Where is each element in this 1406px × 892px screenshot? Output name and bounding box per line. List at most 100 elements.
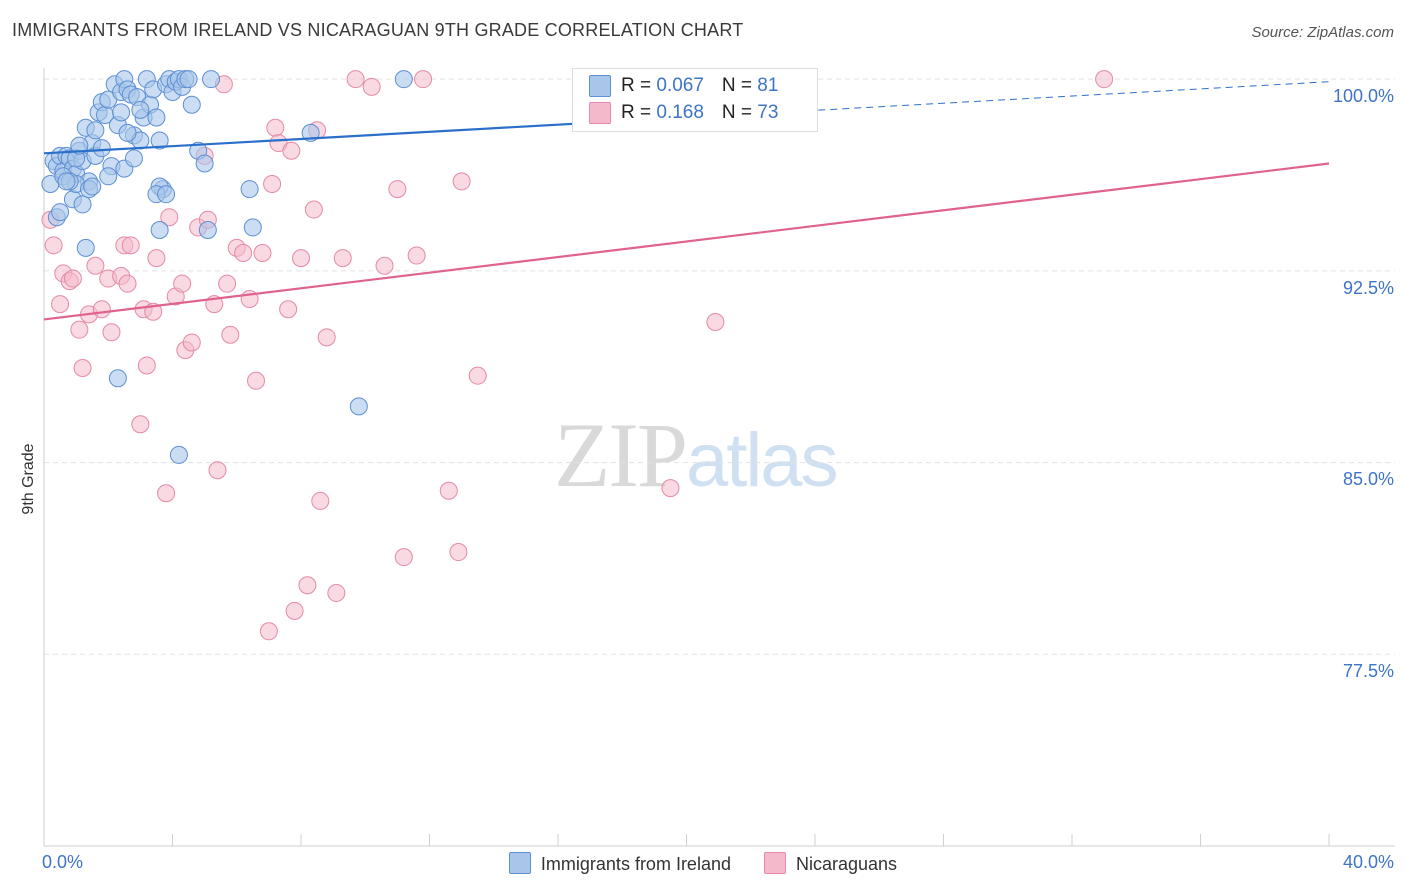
nicaraguans-point-9 [86, 256, 105, 275]
nicaraguans-point-53 [317, 328, 336, 347]
ireland-point-80 [124, 149, 143, 168]
ireland-point-58 [150, 220, 169, 239]
legend-item-nicaraguans[interactable]: Nicaraguans [764, 852, 897, 875]
nicaraguans-point-27 [182, 333, 201, 352]
y-axis-label: 9th Grade [20, 443, 37, 515]
nicaraguans-point-59 [388, 180, 407, 199]
ireland-point-77 [57, 172, 76, 191]
ireland-point-67 [51, 203, 70, 222]
nicaraguans-point-69 [706, 313, 725, 331]
ireland-point-76 [86, 121, 105, 140]
nicaraguans-point-57 [362, 77, 381, 96]
nicaraguans-point-39 [247, 371, 266, 390]
nicaraguans-point-72 [1095, 70, 1114, 89]
nicaraguans-trendline [43, 162, 1330, 321]
nicaraguans-point-37 [234, 243, 253, 262]
ireland-point-62 [169, 445, 188, 464]
ireland-point-69 [99, 167, 118, 186]
ireland-point-56 [240, 180, 259, 199]
y-tick-label-92-5: 92.5% [1342, 278, 1394, 298]
nicaraguans-point-41 [259, 622, 278, 641]
nicaraguans-point-68 [661, 479, 680, 498]
x-tick-label-max: 40.0% [1342, 852, 1394, 872]
legend-ireland-label: Immigrants from Ireland [540, 854, 731, 874]
ireland-point-74 [131, 100, 150, 119]
legend-item-ireland[interactable]: Immigrants from Ireland [508, 852, 731, 875]
stats-legend-row-ireland: R = 0.067 N = 81 [589, 75, 778, 99]
ireland-r-label: R = [621, 75, 657, 97]
nicaraguans-point-55 [333, 249, 352, 268]
nicaraguans-point-46 [282, 141, 301, 160]
ireland-point-42 [179, 70, 198, 89]
ireland-point-59 [198, 220, 217, 239]
nicaraguans-point-21 [147, 249, 166, 268]
nicaraguans-point-47 [285, 601, 304, 620]
ireland-r-value: 0.067 [656, 75, 704, 97]
ireland-point-33 [150, 131, 169, 150]
ireland-point-43 [182, 95, 201, 114]
ireland-swatch [589, 75, 611, 97]
nicaraguans-point-12 [102, 323, 121, 342]
nicaraguans-r-value: 0.168 [656, 102, 704, 124]
ireland-point-51 [73, 195, 92, 214]
ireland-point-32 [147, 108, 166, 127]
y-tick-label-85: 85.0% [1342, 469, 1394, 489]
legend-ireland-swatch [508, 852, 531, 874]
nicaraguans-point-40 [253, 243, 272, 262]
nicaraguans-point-15 [118, 274, 137, 293]
watermark-atlas: atlas [686, 418, 839, 503]
ireland-point-57 [243, 218, 262, 237]
nicaraguans-point-60 [394, 548, 413, 567]
nicaraguans-point-45 [279, 300, 298, 319]
nicaraguans-swatch [589, 102, 611, 124]
ireland-point-72 [92, 139, 111, 158]
nicaraguans-point-49 [298, 576, 317, 595]
source-label: Source: ZipAtlas.com [1251, 24, 1394, 41]
nicaraguans-point-10 [92, 300, 111, 319]
stats-legend: R = 0.067 N = 81 R = 0.168 N = 73 [572, 68, 818, 132]
nicaraguans-point-25 [173, 274, 192, 293]
nicaraguans-point-35 [221, 325, 240, 344]
nicaraguans-point-1 [44, 236, 63, 255]
nicaraguans-point-42 [263, 174, 282, 193]
ireland-point-73 [118, 123, 137, 142]
chart-title: IMMIGRANTS FROM IRELAND VS NICARAGUAN 9T… [12, 20, 744, 40]
nicaraguans-point-19 [137, 356, 156, 375]
nicaraguans-point-52 [311, 491, 330, 510]
nicaraguans-point-61 [407, 246, 426, 265]
nicaraguans-point-58 [375, 256, 394, 275]
ireland-point-78 [70, 136, 89, 155]
legend-nicaraguans-swatch [764, 852, 786, 874]
legend-nicaraguans-label: Nicaraguans [796, 854, 898, 874]
ireland-point-45 [195, 154, 214, 173]
nicaraguans-point-5 [63, 269, 82, 288]
ireland-point-79 [83, 177, 102, 196]
nicaraguans-point-17 [131, 415, 150, 434]
nicaraguans-point-2 [51, 295, 70, 314]
nicaraguans-point-43 [266, 118, 285, 137]
nicaraguans-point-22 [157, 484, 176, 503]
nicaraguans-n-label: N = [721, 102, 758, 124]
nicaraguans-point-6 [70, 320, 89, 339]
nicaraguans-point-62 [414, 70, 433, 89]
y-tick-label-100: 100.0% [1332, 86, 1394, 106]
nicaraguans-r-label: R = [621, 102, 657, 124]
ireland-point-55 [157, 185, 176, 204]
ireland-point-63 [349, 397, 368, 416]
nicaraguans-point-34 [218, 274, 237, 293]
x-tick-label-min: 0.0% [42, 852, 84, 872]
stats-legend-row-nicaraguans: R = 0.168 N = 73 [589, 102, 778, 126]
nicaraguans-point-48 [292, 249, 310, 268]
ireland-point-65 [394, 70, 413, 89]
ireland-point-75 [112, 103, 131, 122]
nicaraguans-point-64 [449, 543, 468, 562]
ireland-point-61 [108, 369, 127, 388]
nicaraguans-point-23 [160, 208, 179, 227]
nicaraguans-point-54 [327, 583, 346, 602]
nicaraguans-point-65 [452, 172, 471, 191]
series-legend: Immigrants from Ireland Nicaraguans [0, 852, 1406, 875]
nicaraguans-point-16 [121, 236, 140, 255]
nicaraguans-point-50 [304, 200, 323, 219]
nicaraguans-point-63 [439, 481, 458, 500]
